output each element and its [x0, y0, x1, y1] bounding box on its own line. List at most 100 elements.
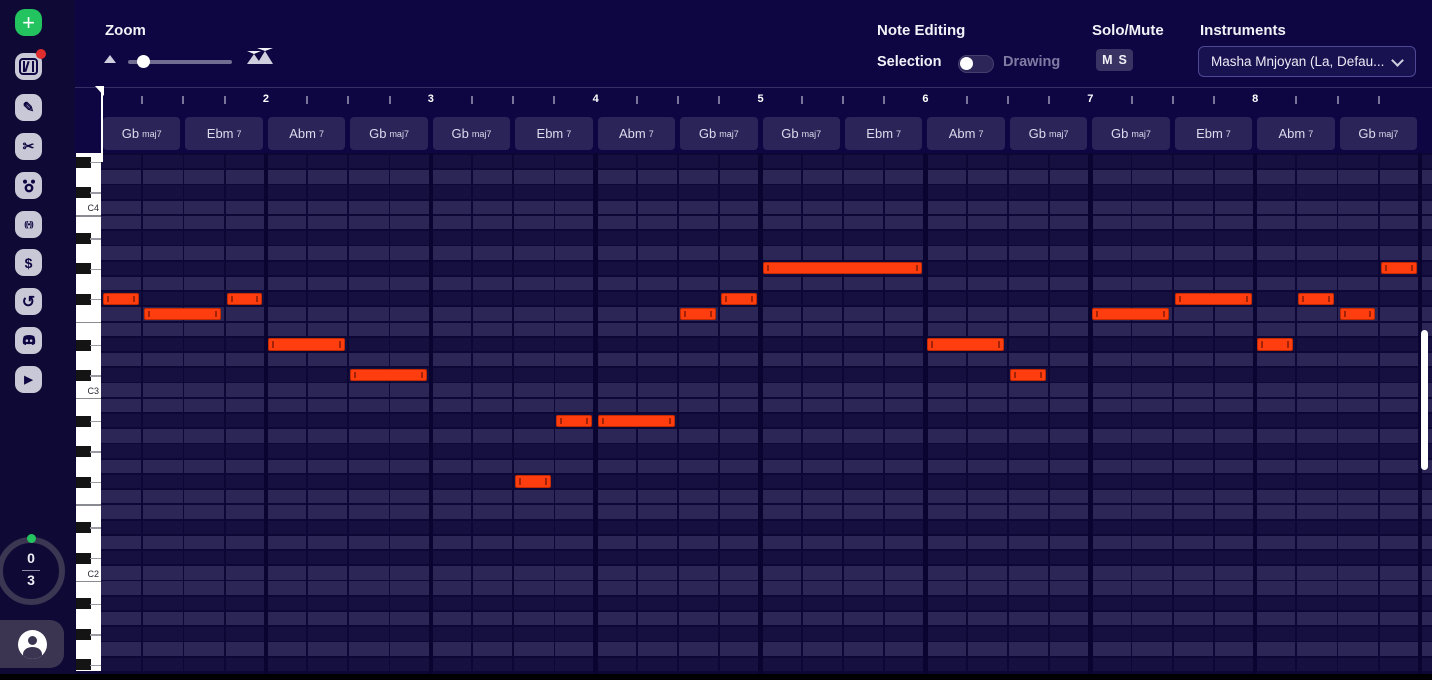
grid-row: [101, 322, 1432, 336]
pencil-icon[interactable]: ✎: [15, 94, 42, 121]
black-key[interactable]: [76, 628, 91, 640]
scissors-icon[interactable]: ✂: [15, 133, 42, 160]
dollar-icon[interactable]: $: [15, 249, 42, 276]
ruler-tick: [1212, 96, 1215, 104]
award-icon[interactable]: [15, 172, 42, 199]
midi-note[interactable]: [1339, 307, 1376, 321]
chord-block[interactable]: Ebm 7: [185, 117, 263, 150]
chord-block[interactable]: Gb maj7: [103, 117, 181, 150]
chord-block[interactable]: Ebm 7: [844, 117, 923, 150]
black-key[interactable]: [76, 370, 91, 382]
chord-block[interactable]: Gb maj7: [432, 117, 511, 150]
midi-note[interactable]: [144, 307, 222, 321]
chord-block[interactable]: Abm 7: [267, 117, 346, 150]
black-key[interactable]: [76, 659, 91, 671]
vertical-scrollbar[interactable]: [1421, 330, 1428, 470]
midi-note[interactable]: [515, 475, 551, 488]
selection-drawing-toggle[interactable]: [958, 55, 994, 73]
piano-roll-icon[interactable]: [15, 49, 46, 80]
chord-block[interactable]: Ebm 7: [1174, 117, 1253, 150]
midi-note[interactable]: [1257, 338, 1293, 351]
midi-note[interactable]: [1092, 307, 1170, 321]
chord-block[interactable]: Gb maj7: [1092, 117, 1170, 150]
ruler-tick: [883, 96, 886, 104]
black-key[interactable]: [76, 263, 91, 275]
history-icon[interactable]: ↺: [15, 288, 42, 315]
beat-line: [223, 153, 226, 674]
beat-line: [347, 153, 350, 674]
discord-icon[interactable]: [15, 327, 42, 354]
instruments-title: Instruments: [1200, 22, 1286, 39]
chord-block[interactable]: Abm 7: [597, 117, 676, 150]
black-key[interactable]: [76, 339, 91, 351]
black-key[interactable]: [76, 552, 91, 564]
midi-note[interactable]: [680, 307, 716, 321]
midi-note[interactable]: [1009, 368, 1046, 381]
chord-block[interactable]: Gb maj7: [762, 117, 840, 150]
toggle-knob[interactable]: [960, 57, 973, 70]
play-icon[interactable]: ▶: [15, 366, 42, 393]
midi-note[interactable]: [762, 262, 922, 275]
chord-block[interactable]: Gb maj7: [1339, 117, 1418, 150]
midi-note[interactable]: [103, 292, 139, 305]
ruler-tick: [677, 96, 680, 104]
ruler-tick: [1048, 96, 1051, 104]
key-divider: [90, 603, 101, 606]
piano-keys[interactable]: C4 C3 C2: [76, 153, 101, 671]
octave-label: C3: [87, 385, 99, 396]
grid-row: [101, 581, 1432, 595]
black-key[interactable]: [76, 232, 91, 244]
zoom-out-icon[interactable]: [104, 55, 116, 63]
midi-note[interactable]: [556, 414, 593, 427]
black-key[interactable]: [76, 446, 91, 458]
account-button[interactable]: [0, 620, 64, 668]
black-key[interactable]: [76, 415, 91, 427]
note-grid[interactable]: C4 C3 C2: [75, 153, 1432, 674]
midi-note[interactable]: [267, 338, 345, 351]
midi-note[interactable]: [1380, 262, 1417, 275]
instrument-dropdown[interactable]: Masha Mnjoyan (La, Defau...: [1198, 46, 1416, 77]
zoom-slider[interactable]: [128, 60, 232, 64]
midi-note[interactable]: [721, 292, 758, 305]
chord-block[interactable]: Gb maj7: [1009, 117, 1088, 150]
notification-dot: [36, 49, 46, 59]
zoom-slider-handle[interactable]: [137, 55, 150, 68]
midi-note[interactable]: [226, 292, 263, 305]
chord-block[interactable]: Abm 7: [1257, 117, 1335, 150]
add-button[interactable]: +: [15, 9, 42, 36]
grid-row: [101, 352, 1432, 367]
beat-line: [1336, 153, 1339, 674]
midi-note[interactable]: [927, 338, 1005, 351]
beat-line: [1171, 153, 1174, 674]
beat-line: [1295, 153, 1298, 674]
ruler-tick: [182, 96, 185, 104]
chord-block[interactable]: Gb maj7: [350, 117, 428, 150]
black-key[interactable]: [76, 476, 91, 488]
playhead-flag[interactable]: [95, 86, 104, 96]
broadcast-icon[interactable]: ((•)): [15, 211, 42, 238]
midi-note[interactable]: [1298, 292, 1335, 305]
grid-row: [101, 215, 1432, 230]
user-icon: [17, 629, 47, 659]
zoom-in-icon[interactable]: [247, 48, 273, 64]
ruler-tick: [388, 96, 391, 104]
chord-block[interactable]: Abm 7: [927, 117, 1005, 150]
black-key[interactable]: [76, 156, 91, 168]
black-key[interactable]: [76, 293, 91, 305]
midi-note[interactable]: [597, 414, 675, 427]
grid-row: [101, 246, 1432, 260]
black-key[interactable]: [76, 522, 91, 534]
solo-button[interactable]: S: [1118, 53, 1127, 67]
beat-line: [512, 153, 515, 674]
ruler-tick: [841, 96, 844, 104]
ruler-tick: [800, 96, 803, 104]
midi-note[interactable]: [350, 368, 428, 381]
chord-block[interactable]: Gb maj7: [680, 117, 758, 150]
black-key[interactable]: [76, 598, 91, 610]
grid-row: [101, 642, 1432, 656]
ruler-tick: [635, 96, 638, 104]
midi-note[interactable]: [1174, 292, 1252, 305]
mute-button[interactable]: M: [1102, 53, 1113, 67]
black-key[interactable]: [76, 187, 91, 199]
chord-block[interactable]: Ebm 7: [515, 117, 593, 150]
